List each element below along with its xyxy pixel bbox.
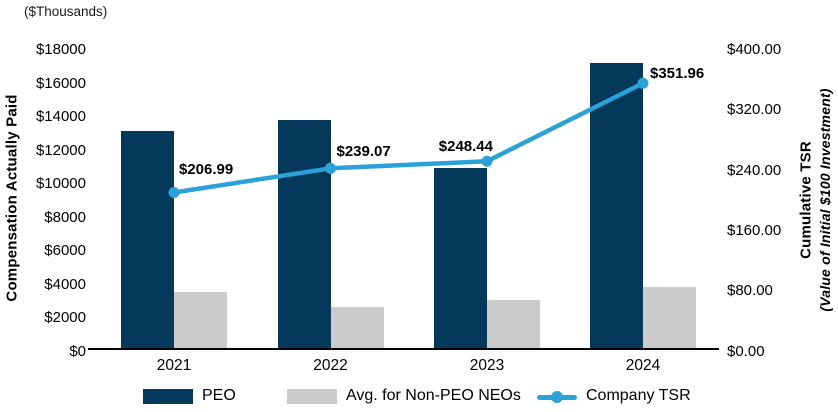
left-axis-tick-label: $4000 [44, 275, 86, 293]
left-axis-tick-label: $18000 [35, 41, 86, 58]
right-axis-tick-label: $320.00 [727, 101, 782, 119]
left-axis-tick-label: $2000 [44, 309, 86, 326]
bar-non-peo-neos [487, 299, 540, 349]
left-axis-units-note: ($Thousands) [24, 4, 108, 19]
legend-label: Avg. for Non-PEO NEOs [346, 387, 521, 404]
tsr-marker [325, 162, 336, 174]
bar-peo [121, 130, 174, 349]
bar-non-peo-neos [330, 307, 384, 349]
left-axis-tick-label: $8000 [44, 208, 86, 226]
right-axis-tick-label: $160.00 [727, 221, 782, 239]
x-axis-tick-label: 2021 [156, 357, 192, 374]
tsr-data-label: $239.07 [336, 143, 391, 161]
legend-label: Company TSR [586, 387, 691, 404]
tsr-marker [637, 77, 649, 89]
left-axis-tick-label: $14000 [35, 108, 86, 125]
legend-item-company-tsr: Company TSR [537, 386, 691, 406]
right-axis-tick-label: $400.00 [727, 41, 782, 58]
bar-non-peo-neos [174, 291, 227, 349]
right-axis-tick-label: $240.00 [727, 161, 782, 179]
legend-item-peo: PEO [143, 386, 236, 406]
tsr-data-label: $206.99 [179, 161, 234, 179]
left-axis-tick-label: $6000 [44, 242, 86, 259]
legend-item-avg-for-non-peo-neos: Avg. for Non-PEO NEOs [287, 386, 521, 406]
legend-bar-swatch [287, 388, 337, 404]
right-axis-tick-label: $80.00 [727, 282, 773, 300]
left-axis-tick-label: $0 [69, 342, 86, 360]
left-axis-tick-label: $16000 [35, 74, 86, 92]
x-axis-line [88, 347, 719, 350]
left-axis-tick-label: $10000 [35, 175, 86, 192]
tsr-data-label: $351.96 [650, 65, 705, 83]
bar-non-peo-neos [643, 286, 696, 349]
legend-marker-icon [551, 390, 563, 403]
legend-label: PEO [202, 387, 236, 404]
bar-peo [277, 119, 331, 349]
tsr-marker [481, 155, 493, 167]
tsr-data-label: $248.44 [438, 138, 493, 156]
chart-legend: PEO Avg. for Non-PEO NEOs Company TSR [0, 386, 838, 412]
legend-bar-swatch [143, 388, 193, 404]
tsr-marker [168, 186, 180, 198]
legend-line-swatch [537, 389, 577, 404]
tsr-line [171, 80, 646, 195]
x-axis-tick-label: 2023 [469, 357, 505, 374]
left-axis-tick-label: $12000 [35, 141, 86, 159]
x-axis-tick-label: 2024 [625, 357, 661, 374]
bar-peo [434, 167, 487, 349]
right-axis-tick-label: $0.00 [727, 342, 765, 360]
x-axis-tick-label: 2022 [313, 357, 348, 374]
bar-peo [590, 62, 643, 349]
